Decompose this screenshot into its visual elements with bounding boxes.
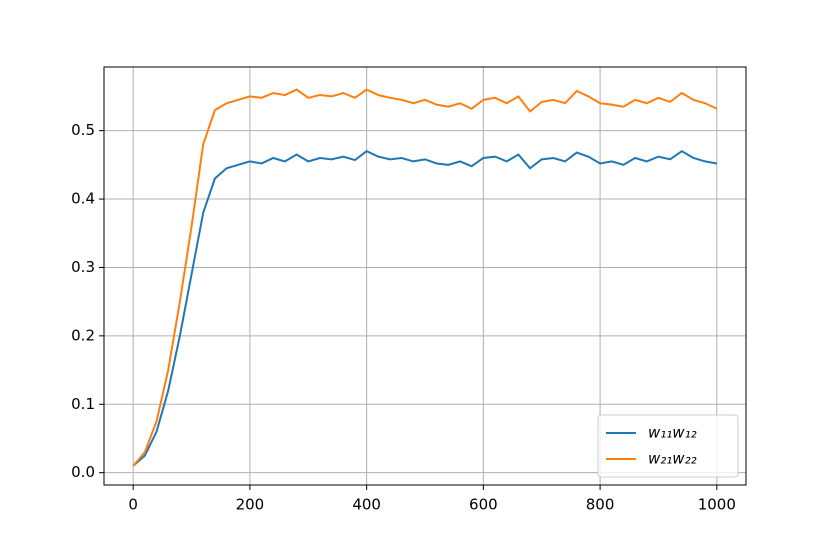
plot-frame <box>103 66 747 486</box>
y-tick-label: 0.4 <box>71 190 95 208</box>
legend: w₁₁w₁₂ w₂₁w₂₂ <box>597 414 739 478</box>
legend-box <box>597 414 739 478</box>
x-tick-label: 600 <box>469 496 498 514</box>
x-tick-label: 800 <box>586 496 615 514</box>
series-line <box>132 88 718 467</box>
legend-label: w₂₁w₂₂ <box>648 450 697 468</box>
x-tick-label: 1000 <box>698 496 736 514</box>
y-tick-label: 0.3 <box>71 258 95 276</box>
y-tick-label: 0.1 <box>71 395 95 413</box>
y-tick-label: 0.5 <box>71 121 95 139</box>
y-tick-label: 0.0 <box>71 463 95 481</box>
legend-label: w₁₁w₁₂ <box>648 424 697 442</box>
x-tick-label: 0 <box>128 496 138 514</box>
x-tick-label: 400 <box>352 496 381 514</box>
x-tick-label: 200 <box>236 496 265 514</box>
series-line <box>132 149 717 467</box>
y-tick-label: 0.2 <box>71 326 95 344</box>
